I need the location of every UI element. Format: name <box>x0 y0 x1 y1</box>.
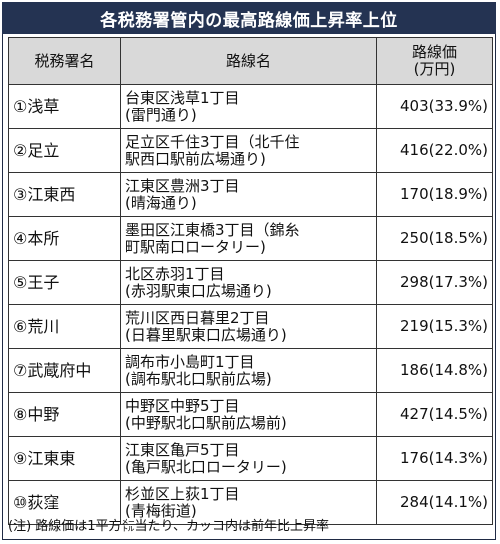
price-cell: 176(14.3%) <box>376 436 493 481</box>
table-row: ⑧中野 中野区中野5丁目 (中野駅北口駅前広場前) 427(14.5%) <box>8 392 493 437</box>
office-cell: ⑧中野 <box>8 392 121 437</box>
price-cell: 403(33.9%) <box>376 84 493 129</box>
table-row: ⑨江東東 江東区亀戸5丁目 (亀戸駅北口ロータリー) 176(14.3%) <box>8 436 493 481</box>
route-line-1: 台東区浅草1丁目 <box>125 88 240 107</box>
route-line-1: 江東区豊洲3丁目 <box>125 176 240 195</box>
route-line-1: 江東区亀戸5丁目 <box>125 440 240 459</box>
route-cell: 墨田区江東橋3丁目（錦糸 町駅南口ロータリー) <box>120 216 377 261</box>
route-line-2: (日暮里駅東口広場通り) <box>125 325 287 344</box>
route-line-1: 北区赤羽1丁目 <box>125 264 225 283</box>
table-title: 各税務署管内の最高路線価上昇率上位 <box>2 2 496 34</box>
price-table: 税務署名 路線名 路線価 (万円) ①浅草 台東区浅草1丁目 (雷門通り) 403… <box>8 37 493 525</box>
route-line-1: 足立区千住3丁目（北千住 <box>125 132 300 151</box>
table-row: ①浅草 台東区浅草1丁目 (雷門通り) 403(33.9%) <box>8 84 493 129</box>
price-cell: 284(14.1%) <box>376 480 493 525</box>
route-line-1: 中野区中野5丁目 <box>125 396 240 415</box>
price-cell: 427(14.5%) <box>376 392 493 437</box>
route-cell: 荒川区西日暮里2丁目 (日暮里駅東口広場通り) <box>120 304 377 349</box>
route-cell: 台東区浅草1丁目 (雷門通り) <box>120 84 377 129</box>
table-row: ④本所 墨田区江東橋3丁目（錦糸 町駅南口ロータリー) 250(18.5%) <box>8 216 493 261</box>
route-cell: 足立区千住3丁目（北千住 駅西口駅前広場通り) <box>120 128 377 173</box>
header-price-unit: (万円) <box>413 60 456 78</box>
price-cell: 186(14.8%) <box>376 348 493 393</box>
route-line-2: (晴海通り) <box>125 193 197 212</box>
table-row: ⑩荻窪 杉並区上荻1丁目 (青梅街道) 284(14.1%) <box>8 480 493 525</box>
table-row: ②足立 足立区千住3丁目（北千住 駅西口駅前広場通り) 416(22.0%) <box>8 128 493 173</box>
route-cell: 杉並区上荻1丁目 (青梅街道) <box>120 480 377 525</box>
route-cell: 北区赤羽1丁目 (赤羽駅東口広場通り) <box>120 260 377 305</box>
route-line-1: 荒川区西日暮里2丁目 <box>125 308 270 327</box>
office-cell: ⑦武蔵府中 <box>8 348 121 393</box>
office-cell: ⑩荻窪 <box>8 480 121 525</box>
route-line-2: (雷門通り) <box>125 105 197 124</box>
table-row: ⑤王子 北区赤羽1丁目 (赤羽駅東口広場通り) 298(17.3%) <box>8 260 493 305</box>
route-line-2: 町駅南口ロータリー) <box>125 237 266 256</box>
header-office: 税務署名 <box>8 37 121 85</box>
price-cell: 298(17.3%) <box>376 260 493 305</box>
price-cell: 170(18.9%) <box>376 172 493 217</box>
office-cell: ①浅草 <box>8 84 121 129</box>
table-row: ⑦武蔵府中 調布市小島町1丁目 (調布駅北口駅前広場) 186(14.8%) <box>8 348 493 393</box>
table-row: ⑥荒川 荒川区西日暮里2丁目 (日暮里駅東口広場通り) 219(15.3%) <box>8 304 493 349</box>
route-line-1: 墨田区江東橋3丁目（錦糸 <box>125 220 300 239</box>
header-row: 税務署名 路線名 路線価 (万円) <box>8 37 493 85</box>
office-cell: ③江東西 <box>8 172 121 217</box>
route-line-1: 杉並区上荻1丁目 <box>125 484 240 503</box>
route-cell: 中野区中野5丁目 (中野駅北口駅前広場前) <box>120 392 377 437</box>
route-line-2: (赤羽駅東口広場通り) <box>125 281 272 300</box>
route-cell: 調布市小島町1丁目 (調布駅北口駅前広場) <box>120 348 377 393</box>
office-cell: ②足立 <box>8 128 121 173</box>
route-cell: 江東区亀戸5丁目 (亀戸駅北口ロータリー) <box>120 436 377 481</box>
office-cell: ⑥荒川 <box>8 304 121 349</box>
office-cell: ④本所 <box>8 216 121 261</box>
route-line-2: (調布駅北口駅前広場) <box>125 369 272 388</box>
footnote: (注) 路線価は1平方㍍当たり、カッコ内は前年比上昇率 <box>8 519 330 534</box>
header-price: 路線価 (万円) <box>376 37 493 85</box>
route-line-2: (青梅街道) <box>125 501 197 520</box>
price-cell: 416(22.0%) <box>376 128 493 173</box>
table-row: ③江東西 江東区豊洲3丁目 (晴海通り) 170(18.9%) <box>8 172 493 217</box>
route-line-2: (中野駅北口駅前広場前) <box>125 413 287 432</box>
header-price-label: 路線価 <box>411 43 457 61</box>
office-cell: ⑤王子 <box>8 260 121 305</box>
route-line-1: 調布市小島町1丁目 <box>125 352 255 371</box>
office-cell: ⑨江東東 <box>8 436 121 481</box>
route-cell: 江東区豊洲3丁目 (晴海通り) <box>120 172 377 217</box>
header-route: 路線名 <box>120 37 377 85</box>
price-cell: 219(15.3%) <box>376 304 493 349</box>
route-line-2: 駅西口駅前広場通り) <box>125 149 266 168</box>
route-line-2: (亀戸駅北口ロータリー) <box>125 457 287 476</box>
price-cell: 250(18.5%) <box>376 216 493 261</box>
